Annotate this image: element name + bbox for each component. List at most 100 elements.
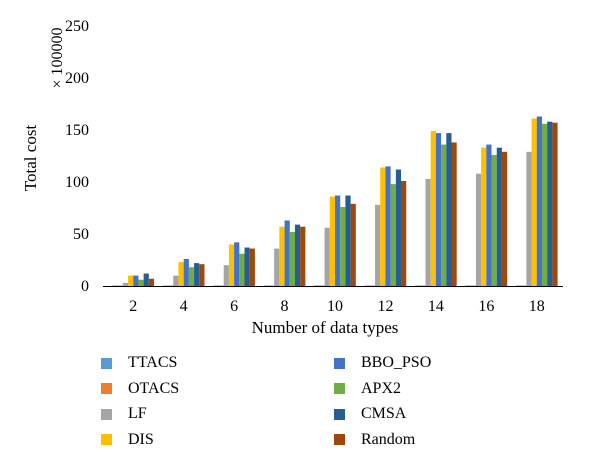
bar-lf-4 (173, 275, 179, 286)
x-tick-label: 6 (230, 298, 238, 315)
bar-ttacs-12 (364, 285, 370, 286)
bar-dis-14 (430, 131, 436, 286)
bar-bbo-pso-6 (234, 242, 240, 286)
legend-item-cmsa: CMSA (334, 403, 406, 425)
bar-cmsa-2 (143, 273, 149, 286)
y-tick-label: 250 (65, 18, 89, 35)
bar-otacs-4 (168, 285, 174, 286)
bar-apx2-6 (239, 253, 245, 286)
legend-swatch (334, 434, 345, 445)
bar-dis-8 (279, 226, 285, 286)
bar-bbo-pso-8 (284, 220, 290, 286)
legend-item-lf: LF (101, 403, 147, 425)
bar-cmsa-16 (496, 147, 502, 286)
bar-lf-2 (122, 282, 129, 286)
bar-ttacs-18 (515, 285, 522, 286)
bar-otacs-12 (369, 285, 376, 286)
legend-swatch (101, 434, 112, 445)
legend-swatch (101, 408, 112, 420)
bar-random-18 (552, 122, 558, 286)
y-tick-label: 150 (65, 122, 89, 139)
bar-bbo-pso-14 (435, 133, 442, 286)
legend-swatch (101, 357, 112, 369)
bar-ttacs-8 (263, 285, 269, 286)
bar-random-8 (300, 226, 306, 286)
bar-random-4 (199, 264, 205, 286)
bar-cmsa-14 (446, 133, 452, 286)
bar-apx2-14 (441, 144, 447, 286)
bar-otacs-8 (268, 285, 275, 286)
bar-series (112, 116, 558, 287)
x-tick-label: 14 (428, 298, 444, 315)
bar-random-10 (350, 203, 356, 286)
bar-apx2-12 (390, 184, 396, 286)
legend-swatch (101, 383, 112, 394)
y-tick-label: 0 (81, 278, 89, 295)
bar-ttacs-14 (415, 285, 421, 286)
legend-label: DIS (128, 430, 154, 448)
x-tick-label: 4 (180, 298, 188, 315)
bar-cmsa-18 (547, 121, 553, 287)
bar-random-16 (501, 151, 508, 286)
bar-random-6 (249, 248, 255, 286)
x-tick-label: 10 (327, 298, 343, 315)
bar-apx2-16 (491, 154, 497, 286)
bar-apx2-4 (188, 267, 195, 286)
legend-label: CMSA (361, 405, 407, 422)
bar-otacs-18 (521, 285, 527, 286)
bar-dis-2 (128, 275, 134, 286)
bar-bbo-pso-4 (183, 258, 189, 286)
bar-ttacs-2 (112, 285, 118, 286)
bar-apx2-2 (138, 279, 144, 286)
legend-swatch (334, 383, 345, 394)
bar-bbo-pso-18 (536, 116, 542, 286)
legend-label: OTACS (128, 379, 180, 397)
legend-swatch (334, 357, 345, 369)
legend-label: Random (361, 430, 416, 448)
bar-bbo-pso-12 (385, 166, 391, 286)
bar-lf-18 (526, 151, 532, 286)
bar-ttacs-4 (162, 285, 169, 286)
bar-random-14 (451, 142, 457, 286)
legend-swatch (334, 408, 345, 420)
legend-item-random: Random (334, 429, 415, 451)
bar-apx2-8 (289, 231, 295, 286)
bar-lf-14 (425, 178, 431, 286)
x-tick-label: 12 (377, 298, 393, 315)
bar-apx2-18 (541, 123, 548, 286)
x-tick-label: 2 (129, 298, 137, 315)
bar-ttacs-6 (213, 285, 219, 286)
bar-random-2 (148, 278, 155, 286)
legend-label: TTACS (128, 354, 178, 371)
legend-item-ttacs: TTACS (101, 352, 177, 374)
legend-item-apx2: APX2 (334, 378, 401, 400)
bar-cmsa-10 (345, 195, 351, 286)
bar-dis-10 (329, 196, 335, 286)
y-scale-label: × 100000 (49, 27, 66, 88)
legend-item-dis: DIS (101, 429, 154, 451)
bar-ttacs-16 (465, 285, 471, 286)
bar-dis-12 (380, 167, 386, 286)
bar-otacs-2 (117, 285, 123, 286)
bar-otacs-10 (319, 285, 325, 286)
bar-cmsa-6 (244, 247, 250, 286)
x-axis-label: Number of data types (252, 318, 399, 337)
bar-bbo-pso-2 (133, 275, 139, 286)
x-tick-label: 18 (529, 298, 545, 315)
bar-dis-4 (178, 262, 184, 286)
y-tick-label: 200 (65, 70, 89, 87)
y-axis-ticks: 0 50 100 150 200 250 (65, 18, 89, 295)
bar-lf-10 (324, 227, 330, 286)
legend-label: LF (128, 405, 147, 422)
legend-item-bbo-pso: BBO_PSO (334, 352, 431, 374)
legend-label: APX2 (361, 379, 402, 397)
bar-dis-6 (228, 244, 235, 286)
bar-bbo-pso-16 (486, 144, 492, 286)
bar-random-12 (401, 180, 407, 286)
x-axis-ticks: 2 4 6 8 10 12 14 16 18 (129, 298, 545, 315)
bar-otacs-6 (218, 285, 224, 286)
legend-item-otacs: OTACS (101, 378, 179, 400)
bar-cmsa-8 (294, 224, 301, 286)
y-tick-label: 100 (65, 174, 89, 191)
